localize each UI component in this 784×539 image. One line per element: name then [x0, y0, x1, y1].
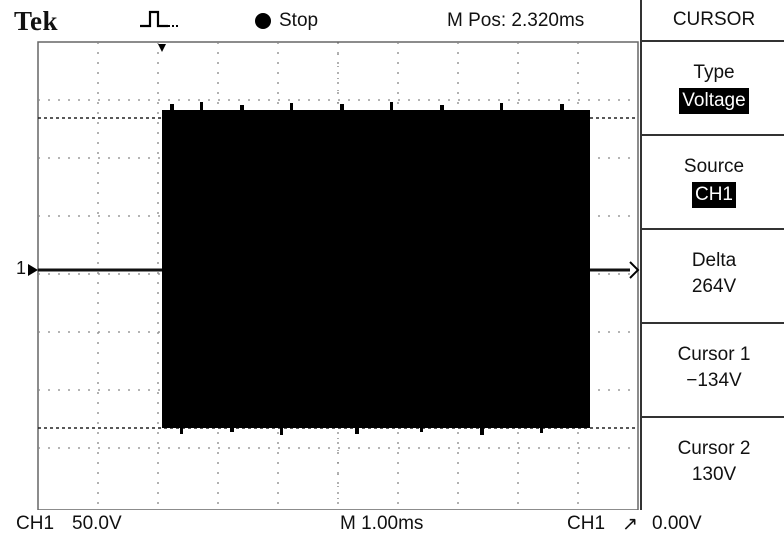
menu-item-type-value: Voltage [679, 88, 749, 114]
menu-item-cursor-1-label: Cursor 1 [677, 344, 751, 365]
burst-envelope-top [170, 102, 564, 112]
graticule [28, 41, 640, 510]
channel-label: CH1 [16, 513, 55, 534]
burst-waveform [162, 110, 590, 428]
menu-item-cursor-2-label: Cursor 2 [677, 438, 751, 459]
brand-logo: Tek [14, 6, 59, 36]
bottom-status-bar: CH1 50.0V M 1.00ms CH1 ↗ 0.00V [0, 510, 784, 539]
oscilloscope-display: 1 [16, 41, 640, 510]
run-status: Stop [255, 10, 318, 32]
menu-item-type-label: Type [693, 62, 735, 83]
trigger-level: 0.00V [652, 513, 702, 534]
channel-1-marker-label: 1 [16, 258, 27, 278]
menu-item-cursor-2[interactable]: Cursor 2 130V [642, 418, 784, 510]
trigger-level-marker [629, 261, 640, 279]
grid-vertical [97, 42, 579, 510]
menu-item-source[interactable]: Source CH1 [642, 136, 784, 230]
volts-per-division: 50.0V [72, 513, 122, 534]
stop-indicator-icon [255, 13, 271, 29]
side-menu: CURSOR Type Voltage Source CH1 Delta 264… [640, 0, 784, 510]
menu-title: CURSOR [642, 0, 784, 42]
horizontal-position-readout: M Pos: 2.320ms [447, 10, 585, 31]
menu-item-cursor-1[interactable]: Cursor 1 −134V [642, 324, 784, 418]
menu-item-delta-value: 264V [691, 276, 737, 297]
trigger-source: CH1 [567, 513, 606, 534]
trigger-status-icon [140, 10, 180, 28]
burst-envelope-bottom [180, 426, 543, 435]
menu-item-source-value: CH1 [691, 182, 736, 208]
top-status-bar: Tek Stop M Pos: 2.320ms [0, 0, 640, 42]
menu-item-cursor-1-value: −134V [686, 370, 742, 391]
menu-item-type[interactable]: Type Voltage [642, 42, 784, 136]
trigger-position-marker [158, 44, 166, 52]
time-per-division: M 1.00ms [340, 513, 424, 534]
rising-edge-icon: ↗ [622, 514, 638, 535]
menu-item-delta[interactable]: Delta 264V [642, 230, 784, 324]
menu-item-cursor-2-value: 130V [691, 464, 737, 485]
menu-item-source-label: Source [683, 156, 745, 177]
menu-item-delta-label: Delta [691, 250, 737, 271]
channel-1-ground-marker [28, 264, 38, 276]
run-state-label: Stop [279, 10, 319, 31]
